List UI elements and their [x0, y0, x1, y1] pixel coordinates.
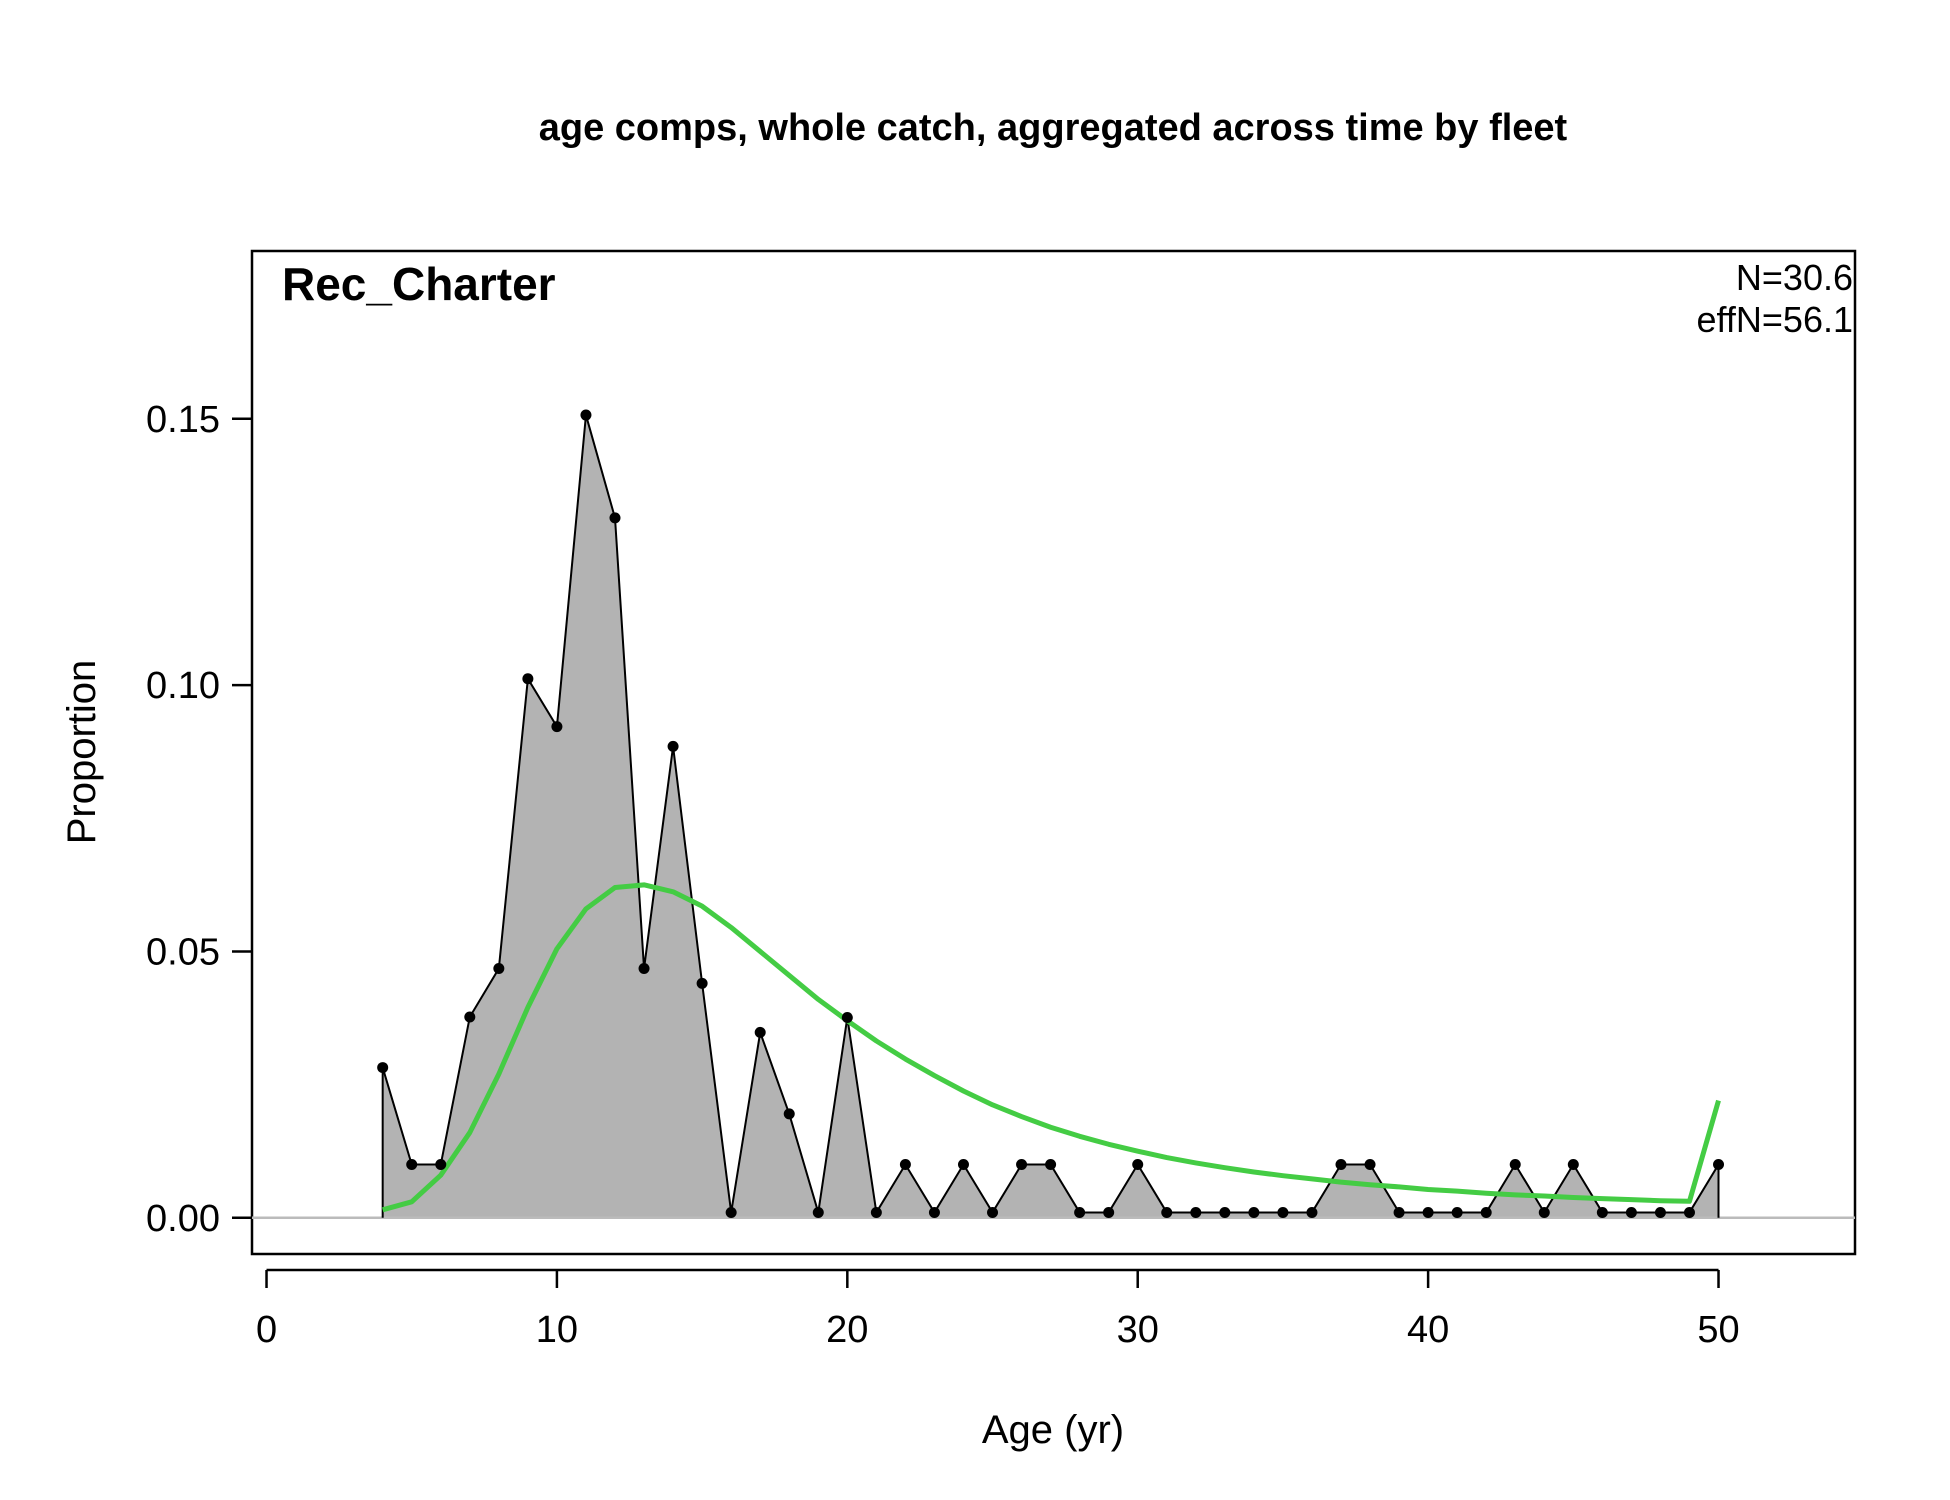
observed-point — [870, 1206, 882, 1218]
x-tick-label: 40 — [1407, 1309, 1449, 1351]
observed-point — [987, 1206, 999, 1218]
observed-point — [522, 673, 534, 685]
observed-point — [493, 962, 505, 974]
effn-label: effN=56.1 — [1697, 299, 1853, 340]
observed-area — [382, 415, 1719, 1218]
observed-point — [1103, 1206, 1115, 1218]
observed-point — [1306, 1206, 1318, 1218]
plot-frame — [250, 249, 1857, 1256]
observed-point — [1132, 1159, 1144, 1171]
observed-point — [1538, 1206, 1550, 1218]
observed-point — [812, 1206, 824, 1218]
observed-point — [638, 962, 650, 974]
observed-point — [551, 721, 563, 733]
observed-point — [1045, 1159, 1057, 1171]
x-tick-label: 20 — [826, 1309, 868, 1351]
y-axis-label: Proportion — [60, 660, 104, 845]
n-label: N=30.6 — [1736, 257, 1853, 298]
observed-point — [667, 740, 679, 752]
observed-point — [1248, 1206, 1260, 1218]
observed-point — [1654, 1206, 1666, 1218]
observed-point — [899, 1159, 911, 1171]
observed-point — [1683, 1206, 1695, 1218]
observed-point — [1335, 1159, 1347, 1171]
observed-point — [841, 1011, 853, 1023]
fleet-label: Rec_Charter — [282, 258, 556, 310]
observed-point — [725, 1206, 737, 1218]
observed-point — [928, 1206, 940, 1218]
observed-point — [1509, 1159, 1521, 1171]
axes: 0 10 20 30 40 50 0.00 0.05 0.10 0.15 — [146, 399, 1740, 1351]
y-tick-label: 0.15 — [146, 399, 220, 441]
x-tick-label: 10 — [536, 1309, 578, 1351]
observed-point — [1451, 1206, 1463, 1218]
observed-point — [580, 409, 592, 421]
observed-point — [957, 1159, 969, 1171]
observed-point — [1364, 1159, 1376, 1171]
observed-point — [464, 1011, 476, 1023]
y-tick-label: 0.10 — [146, 665, 220, 707]
observed-point — [1625, 1206, 1637, 1218]
observed-point — [696, 977, 708, 989]
observed-point — [1393, 1206, 1405, 1218]
chart-title: age comps, whole catch, aggregated acros… — [539, 107, 1568, 149]
observed-point — [1016, 1159, 1028, 1171]
observed-point — [1074, 1206, 1086, 1218]
observed-point — [1219, 1206, 1231, 1218]
plot-area — [252, 409, 1855, 1220]
observed-point — [435, 1159, 447, 1171]
x-tick-label: 0 — [256, 1309, 277, 1351]
observed-point — [1161, 1206, 1173, 1218]
observed-point — [1480, 1206, 1492, 1218]
observed-point — [1567, 1159, 1579, 1171]
observed-point — [1713, 1159, 1725, 1171]
observed-point — [609, 512, 621, 524]
x-tick-label: 50 — [1697, 1309, 1739, 1351]
observed-point — [1422, 1206, 1434, 1218]
observed-point — [1596, 1206, 1608, 1218]
observed-point — [377, 1062, 389, 1074]
observed-point — [406, 1159, 418, 1171]
observed-point — [1277, 1206, 1289, 1218]
y-tick-label: 0.05 — [146, 931, 220, 973]
expected-line — [382, 882, 1721, 1213]
observed-point — [783, 1108, 795, 1120]
y-tick-label: 0.00 — [146, 1198, 220, 1240]
observed-point — [1190, 1206, 1202, 1218]
observed-point — [754, 1026, 766, 1038]
x-tick-label: 30 — [1117, 1309, 1159, 1351]
x-axis-label: Age (yr) — [982, 1408, 1124, 1452]
